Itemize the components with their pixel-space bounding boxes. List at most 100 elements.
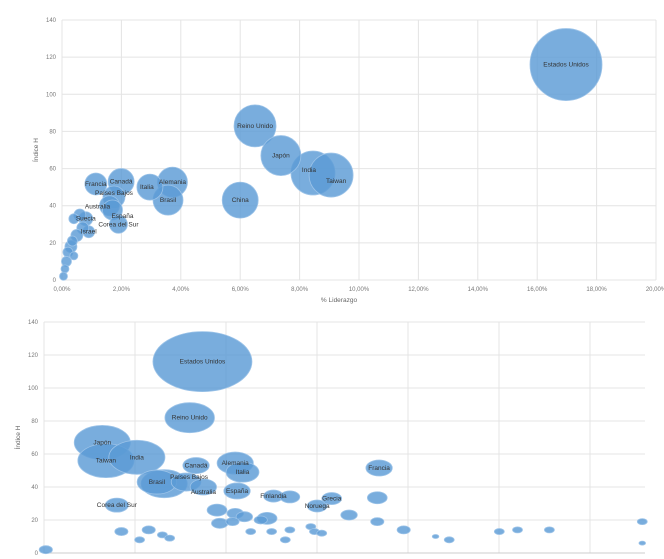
bubble-point (152, 331, 253, 392)
bubble-point (340, 509, 358, 521)
bubble-point (284, 526, 296, 534)
bubble-point (68, 213, 80, 225)
bubble-point (141, 525, 156, 535)
bubble-label: Japón (272, 153, 290, 160)
bubble-label: Corea del Sur (97, 502, 138, 509)
y-axis-title: Índice H (13, 425, 22, 449)
bubble-point (136, 173, 164, 201)
bubble-point (279, 536, 291, 544)
bubble-chart-top: 0 20 40 60 80 100 120 140 0,00% 2,00% 4,00% 6,00% 8,… (31, 18, 664, 304)
bubble-point (221, 181, 259, 219)
bubble-point (636, 518, 648, 526)
y-tick-label: 80 (49, 129, 56, 135)
bubble-label: Italia (140, 184, 154, 191)
bubble-label: Suecia (76, 216, 96, 223)
y-tick-label: 120 (46, 55, 57, 61)
bubble-label: Italia (236, 469, 250, 476)
y-tick-label: 20 (31, 518, 38, 524)
bubble-point (189, 478, 217, 496)
bubble-point (638, 540, 646, 546)
bubble-chart-bottom: 0 20 40 60 80 100 120 140 Índice H Estados Unidos… (13, 320, 648, 557)
x-axis-title: % Liderazgo (321, 297, 358, 304)
y-tick-label: 60 (49, 167, 56, 173)
x-tick-label: 10,00% (349, 287, 370, 293)
y-tick-label: 40 (31, 485, 38, 491)
bubble-point (38, 545, 53, 555)
bubble-point (266, 528, 278, 535)
bubble-point (279, 490, 301, 504)
bubble-label: India (302, 167, 316, 174)
bubble-point (108, 439, 166, 475)
bubble-point (493, 528, 505, 535)
bubble-point (84, 172, 108, 196)
bubble-label: Finlandia (260, 493, 287, 500)
bubble-label: España (111, 213, 133, 220)
bubble-point (321, 492, 343, 505)
bubble-label: Estados Unidos (543, 62, 589, 69)
bubble-point (308, 152, 354, 198)
x-tick-label: 4,00% (172, 287, 190, 293)
bubble-label: Países Bajos (95, 190, 134, 197)
y-tick-label: 140 (28, 320, 39, 326)
bubble-label: Reino Unido (172, 415, 208, 422)
bubble-label: Brasil (149, 479, 166, 486)
y-tick-label: 120 (28, 353, 39, 359)
bubble-point (366, 491, 388, 505)
x-tick-label: 18,00% (586, 287, 607, 293)
bubble-point (69, 251, 79, 261)
bubble-label: Alemania (222, 460, 249, 467)
bubble-point (211, 517, 229, 529)
bubble-label: Israel (81, 229, 97, 236)
bubble-point (66, 235, 78, 247)
bubble-point (529, 28, 603, 101)
bubble-label: Países Bajos (170, 474, 209, 481)
bubble-label: Canadá (185, 463, 208, 470)
y-tick-label: 0 (35, 551, 39, 557)
bubble-label: Estados Unidos (180, 359, 226, 366)
y-tick-label: 100 (28, 386, 39, 392)
bubble-point (544, 526, 555, 534)
bubble-point (60, 264, 70, 274)
bubble-label: Taiwan (326, 178, 347, 185)
bubble-point (431, 534, 440, 539)
y-tick-label: 80 (31, 419, 38, 425)
bubble-label: Corea del Sur (98, 221, 139, 228)
bubble-label: Francia (368, 465, 390, 472)
y-tick-label: 100 (46, 92, 57, 98)
bubble-label: Canadá (110, 179, 133, 186)
bubble-label: Alemania (159, 179, 186, 186)
y-tick-label: 60 (31, 452, 38, 458)
x-tick-label: 0,00% (53, 287, 71, 293)
bubble-point (316, 529, 328, 537)
x-tick-label: 14,00% (468, 287, 489, 293)
bubble-point (253, 515, 268, 525)
bubble-label: Taiwan (96, 458, 117, 465)
bubble-point (164, 534, 176, 542)
bubble-point (260, 135, 302, 176)
bubble-point (225, 517, 240, 527)
bubble-point (223, 482, 251, 500)
y-tick-label: 20 (49, 241, 56, 247)
bubble-point (109, 214, 128, 234)
bubble-point (206, 503, 228, 517)
bubble-label: Noruega (305, 503, 330, 510)
bubble-point (443, 536, 455, 544)
bubble-point (114, 527, 129, 536)
bubble-label: Australia (191, 489, 217, 496)
bubble-point (164, 402, 215, 434)
bubble-label: Reino Unido (237, 123, 273, 130)
bubble-label: Japón (93, 439, 111, 446)
y-tick-label: 140 (46, 18, 57, 24)
bubble-point (225, 461, 260, 483)
bubble-point (365, 459, 393, 477)
bubble-label: España (226, 488, 248, 495)
bubble-point (245, 528, 257, 535)
bubble-point (235, 511, 253, 523)
bubble-point (306, 499, 328, 513)
x-tick-label: 16,00% (527, 287, 548, 293)
bubble-label: Grecia (322, 496, 342, 503)
bubble-label: China (232, 197, 249, 204)
bubble-label: Brasil (160, 197, 177, 204)
bubble-point (134, 536, 145, 544)
y-tick-label: 0 (53, 278, 57, 284)
